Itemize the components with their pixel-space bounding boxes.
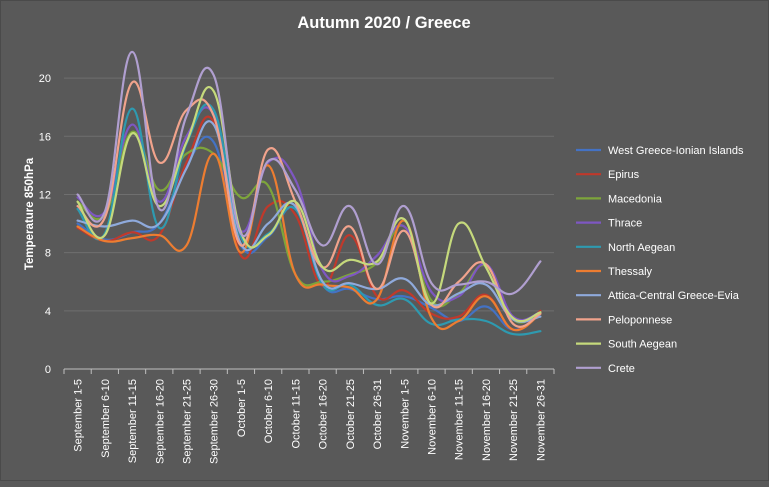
legend-label: Thrace [608, 218, 642, 230]
legend-label: West Greece-Ionian Islands [608, 145, 744, 157]
series-line-peloponnese [76, 80, 542, 328]
x-tick-label: September 16-20 [154, 379, 166, 464]
legend-item: Thrace [576, 218, 642, 230]
series-line-crete [76, 50, 542, 296]
legend: West Greece-Ionian Islands Epirus Macedoni… [576, 145, 744, 375]
x-tick-label: October 6-10 [263, 379, 275, 443]
legend-label: Thessaly [608, 266, 653, 278]
x-tick-label: September 11-15 [127, 379, 139, 463]
x-tick-label: September 26-30 [209, 379, 221, 464]
legend-item: Macedonia [576, 193, 663, 205]
legend-item: Crete [576, 363, 635, 375]
x-tick-label: November 16-20 [481, 379, 493, 461]
legend-item: West Greece-Ionian Islands [576, 145, 744, 157]
x-tick-label: October 11-15 [290, 379, 302, 449]
y-tick-label: 16 [39, 131, 51, 143]
legend-label: Crete [608, 363, 635, 375]
x-tick-label: September 1-5 [73, 379, 85, 452]
legend-item: Peloponnese [576, 314, 672, 326]
x-tick-label: November 26-31 [535, 379, 547, 461]
x-tick-label: November 11-15 [454, 379, 466, 460]
legend-label: Macedonia [608, 193, 663, 205]
x-tick-label: September 6-10 [100, 379, 112, 458]
series-line-south-aegean [76, 86, 542, 323]
y-tick-labels: 0 4 8 12 16 20 [39, 73, 51, 376]
x-tick-labels: September 1-5 September 6-10 September 11-… [73, 379, 548, 464]
x-tick-label: October 16-20 [318, 379, 330, 449]
y-tick-label: 8 [45, 248, 51, 260]
legend-label: Attica-Central Greece-Evia [608, 290, 740, 302]
x-tick-label: November 6-10 [427, 379, 439, 455]
x-tick-label: September 21-25 [182, 379, 194, 464]
series-lines [76, 50, 542, 336]
legend-label: North Aegean [608, 242, 675, 254]
gridlines [64, 77, 554, 312]
series-line-thessaly [76, 152, 542, 332]
y-tick-label: 20 [39, 73, 51, 85]
y-axis-label: Temperature 850hPa [24, 157, 36, 270]
legend-item: North Aegean [576, 242, 675, 254]
y-tick-label: 4 [45, 306, 51, 318]
x-tick-label: November 21-25 [508, 379, 520, 461]
x-tick-label: October 26-31 [372, 379, 384, 449]
legend-item: South Aegean [576, 339, 677, 351]
axes [63, 368, 555, 374]
legend-label: South Aegean [608, 339, 677, 351]
chart-title: Autumn 2020 / Greece [297, 14, 470, 32]
legend-label: Epirus [608, 169, 640, 181]
x-tick-label: October 21-25 [345, 379, 357, 449]
legend-label: Peloponnese [608, 314, 672, 326]
y-tick-label: 0 [45, 364, 51, 376]
y-tick-label: 12 [39, 189, 51, 201]
x-tick-label: October 1-5 [236, 379, 248, 437]
legend-item: Epirus [576, 169, 640, 181]
x-tick-label: November 1-5 [399, 379, 411, 449]
legend-item: Thessaly [576, 266, 653, 278]
series-line-thrace [76, 106, 542, 322]
legend-item: Attica-Central Greece-Evia [576, 290, 740, 302]
